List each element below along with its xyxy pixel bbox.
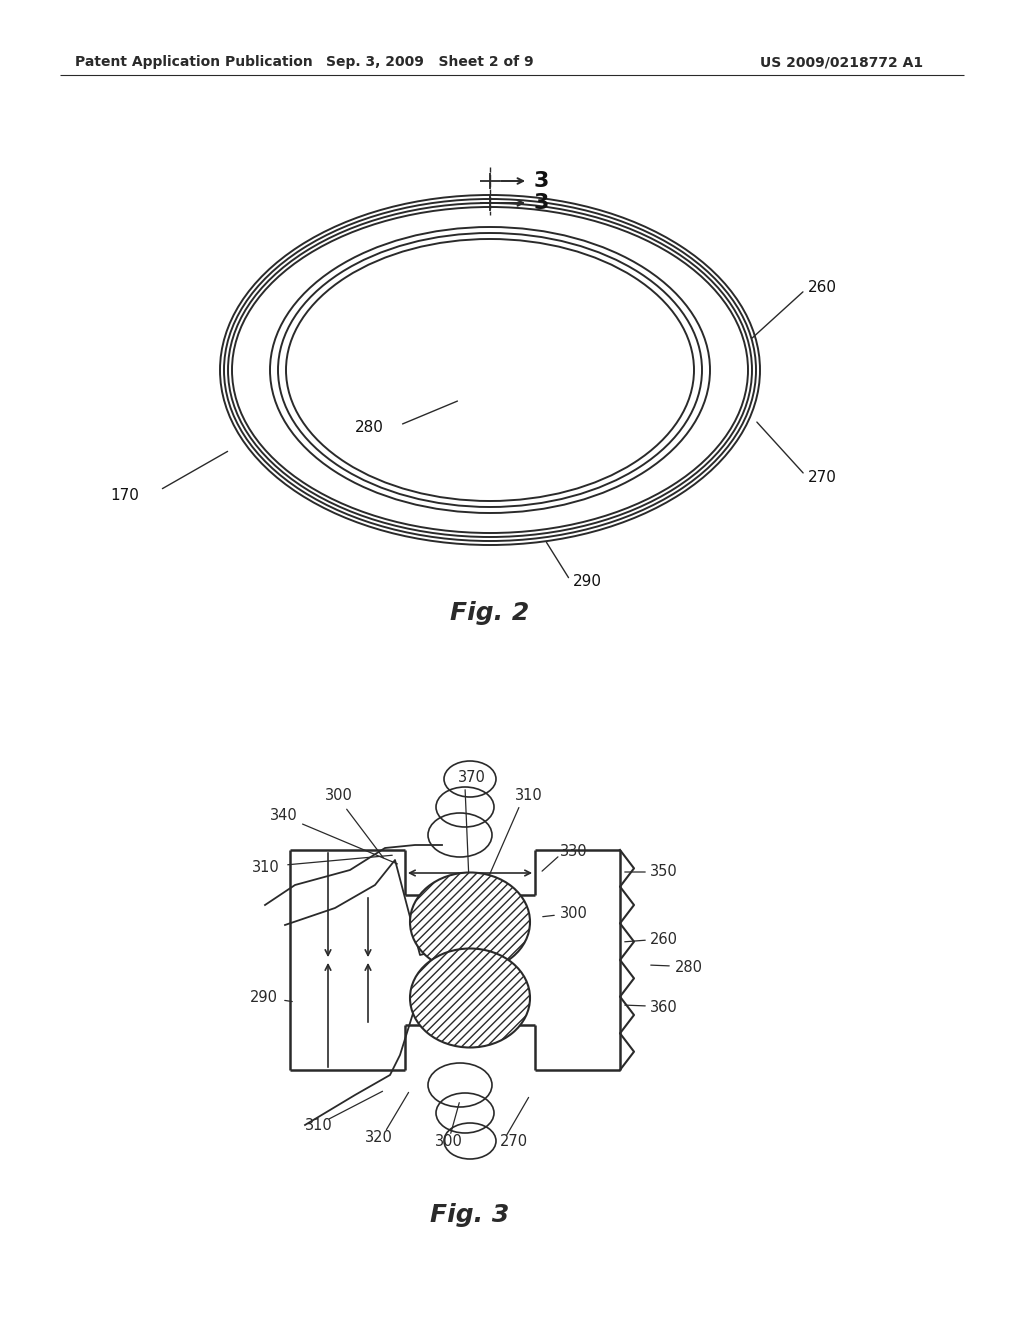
Text: 3: 3 <box>534 172 549 191</box>
Text: 320: 320 <box>365 1130 393 1146</box>
Text: US 2009/0218772 A1: US 2009/0218772 A1 <box>760 55 923 69</box>
Ellipse shape <box>410 949 530 1048</box>
Text: 360: 360 <box>650 1001 678 1015</box>
Text: 300: 300 <box>560 906 588 920</box>
Text: 310: 310 <box>305 1118 333 1133</box>
Text: 260: 260 <box>650 932 678 948</box>
Text: 280: 280 <box>355 421 384 436</box>
Text: 270: 270 <box>500 1134 528 1150</box>
Text: 350: 350 <box>650 865 678 879</box>
Text: 260: 260 <box>808 281 837 296</box>
Text: Fig. 2: Fig. 2 <box>451 601 529 624</box>
Text: 370: 370 <box>458 770 485 784</box>
Text: 280: 280 <box>675 961 703 975</box>
Text: 340: 340 <box>270 808 298 822</box>
Text: 270: 270 <box>808 470 837 484</box>
Ellipse shape <box>410 873 530 972</box>
Text: Sep. 3, 2009   Sheet 2 of 9: Sep. 3, 2009 Sheet 2 of 9 <box>327 55 534 69</box>
Text: 300: 300 <box>435 1134 463 1150</box>
Text: 290: 290 <box>250 990 278 1006</box>
Text: 330: 330 <box>560 843 588 858</box>
Text: 3: 3 <box>534 193 549 213</box>
Text: 290: 290 <box>573 574 602 590</box>
Text: 170: 170 <box>110 487 139 503</box>
Text: 310: 310 <box>252 861 280 875</box>
Text: 300: 300 <box>325 788 353 803</box>
Text: 310: 310 <box>515 788 543 803</box>
Text: Fig. 3: Fig. 3 <box>430 1203 510 1228</box>
Text: Patent Application Publication: Patent Application Publication <box>75 55 312 69</box>
